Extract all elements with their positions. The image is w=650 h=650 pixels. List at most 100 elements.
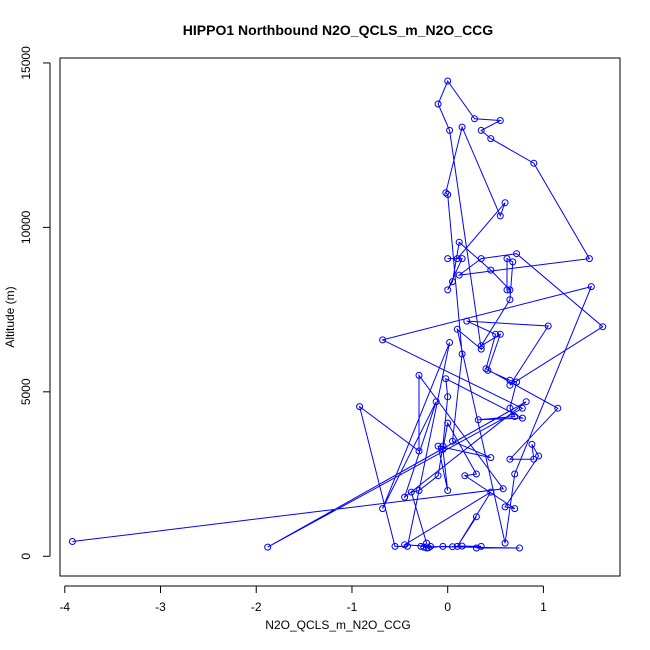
- data-point: [444, 286, 452, 294]
- data-point: [599, 323, 607, 331]
- data-point: [444, 255, 452, 263]
- data-point: [535, 452, 543, 460]
- data-point: [585, 255, 593, 263]
- data-point: [415, 487, 423, 494]
- data-point: [511, 413, 519, 420]
- y-axis: 0 5000 10000 15000: [19, 46, 51, 560]
- data-point: [487, 454, 495, 462]
- data-point: [513, 378, 521, 386]
- chart-title: HIPPO1 Northbound N2O_QCLS_m_N2O_CCG: [183, 22, 493, 38]
- data-point: [506, 381, 514, 389]
- data-point: [477, 342, 485, 350]
- data-point: [513, 250, 521, 258]
- data-point: [509, 258, 517, 266]
- data-point: [474, 416, 482, 424]
- x-tick-label: 1: [540, 600, 547, 614]
- data-point: [391, 542, 399, 550]
- data-point: [458, 542, 466, 550]
- data-point: [487, 135, 495, 143]
- data-point: [444, 487, 452, 494]
- data-point: [379, 505, 387, 513]
- data-point: [511, 505, 519, 513]
- data-point: [458, 350, 466, 358]
- data-point: [407, 488, 415, 496]
- data-point: [434, 442, 442, 450]
- data-point: [401, 493, 409, 501]
- data-point: [461, 472, 469, 480]
- data-point: [487, 488, 495, 496]
- data-point: [477, 255, 485, 263]
- data-point: [477, 345, 485, 353]
- data-point: [492, 330, 500, 338]
- data-point: [458, 123, 466, 131]
- data-point: [449, 437, 456, 445]
- data-point: [449, 543, 456, 551]
- data-point: [506, 376, 514, 384]
- y-tick-label: 15000: [19, 46, 33, 80]
- data-point: [446, 339, 454, 346]
- data-point: [455, 238, 463, 246]
- data-point: [434, 100, 442, 108]
- data-point: [522, 398, 530, 406]
- data-point: [472, 513, 480, 521]
- data-point: [449, 278, 456, 286]
- x-tick-label: -2: [251, 600, 262, 614]
- x-tick-label: 0: [444, 600, 451, 614]
- data-point: [496, 330, 504, 338]
- data-point: [439, 445, 447, 453]
- data-point: [530, 159, 538, 167]
- data-point: [503, 255, 511, 263]
- data-point: [503, 286, 511, 294]
- data-point: [554, 404, 562, 412]
- data-point: [453, 255, 461, 263]
- data-point: [432, 398, 440, 406]
- data-point: [501, 539, 509, 547]
- data-point: [444, 191, 452, 198]
- data-point: [484, 366, 492, 374]
- data-point: [444, 393, 452, 401]
- y-tick-label: 10000: [19, 210, 33, 244]
- data-point: [501, 503, 509, 511]
- data-point: [68, 538, 76, 545]
- data-point: [506, 404, 514, 412]
- data-point: [528, 440, 536, 448]
- data-point: [544, 322, 552, 330]
- data-point: [472, 544, 480, 552]
- y-axis-label: Altitude (m): [3, 286, 17, 347]
- data-point: [506, 296, 514, 304]
- data-point: [446, 126, 454, 134]
- x-tick-label: -4: [59, 600, 70, 614]
- data-point: [425, 544, 432, 552]
- x-axis: -4 -3 -2 -1 0 1: [59, 585, 547, 614]
- data-point: [444, 419, 452, 427]
- data-point: [439, 542, 447, 550]
- data-point: [356, 403, 364, 411]
- data-point: [511, 470, 519, 478]
- data-point: [471, 115, 478, 123]
- data-point: [487, 266, 495, 274]
- data-point: [264, 543, 272, 551]
- data-point: [415, 447, 423, 455]
- data-point: [501, 199, 509, 207]
- data-point: [417, 542, 425, 550]
- data-point: [530, 455, 538, 463]
- data-point: [499, 485, 507, 493]
- data-point: [401, 541, 409, 549]
- plot-frame: [59, 57, 621, 577]
- data-point: [434, 472, 442, 480]
- data-point: [518, 404, 526, 412]
- data-point: [439, 442, 447, 450]
- data-point: [496, 212, 504, 220]
- data-point: [477, 542, 485, 550]
- data-point: [587, 283, 595, 291]
- data-point: [482, 365, 490, 373]
- data-point: [415, 371, 423, 379]
- x-tick-label: -3: [155, 600, 166, 614]
- data-point: [506, 286, 514, 294]
- data-point: [455, 271, 463, 279]
- data-series: [68, 77, 607, 552]
- data-point: [463, 317, 471, 325]
- data-point: [427, 542, 434, 550]
- data-point: [442, 189, 450, 197]
